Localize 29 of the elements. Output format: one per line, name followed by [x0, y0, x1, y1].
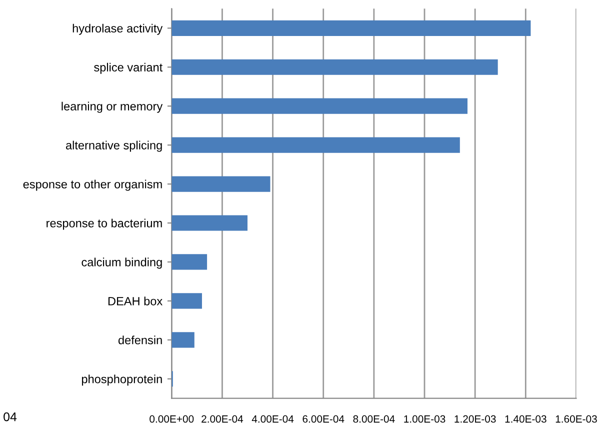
- bar: [172, 59, 498, 75]
- text: 04: [4, 412, 17, 422]
- bar: [172, 293, 202, 309]
- x-tick-label: 0.00E+00: [150, 415, 194, 423]
- x-tick-label: 2.00E-04: [202, 415, 244, 423]
- x-tick-label: 1.20E-03: [454, 415, 496, 423]
- x-tick-label: 1.60E-03: [556, 415, 597, 423]
- x-tick-label: 1.00E-03: [404, 415, 446, 423]
- x-tick-label: 4.00E-04: [252, 415, 294, 423]
- x-tick-label: 8.00E-04: [353, 415, 395, 423]
- bar: [172, 332, 194, 348]
- bar: [172, 176, 270, 192]
- y-tick-label: defensin: [118, 336, 162, 344]
- y-tick-label: splice variant: [94, 62, 163, 74]
- bar: [172, 254, 208, 270]
- bar: [172, 215, 248, 231]
- y-tick-label: calcium binding: [82, 258, 162, 269]
- x-tick-label: 6.00E-04: [302, 415, 344, 423]
- bar: [172, 20, 531, 36]
- bar: [172, 98, 468, 114]
- y-tick-label: DEAH box: [108, 296, 162, 306]
- y-tick-label: hydrolase activity: [72, 24, 163, 35]
- y-tick-label: response to bacterium: [46, 218, 162, 230]
- x-tick-label: 1.40E-03: [505, 415, 546, 423]
- y-tick-label: phosphoprotein: [82, 374, 162, 386]
- y-tick-label: alternative splicing: [66, 140, 162, 152]
- y-tick-label: esponse to other organism: [23, 180, 162, 191]
- y-tick-label: learning or memory: [62, 102, 163, 113]
- bar: [172, 137, 460, 153]
